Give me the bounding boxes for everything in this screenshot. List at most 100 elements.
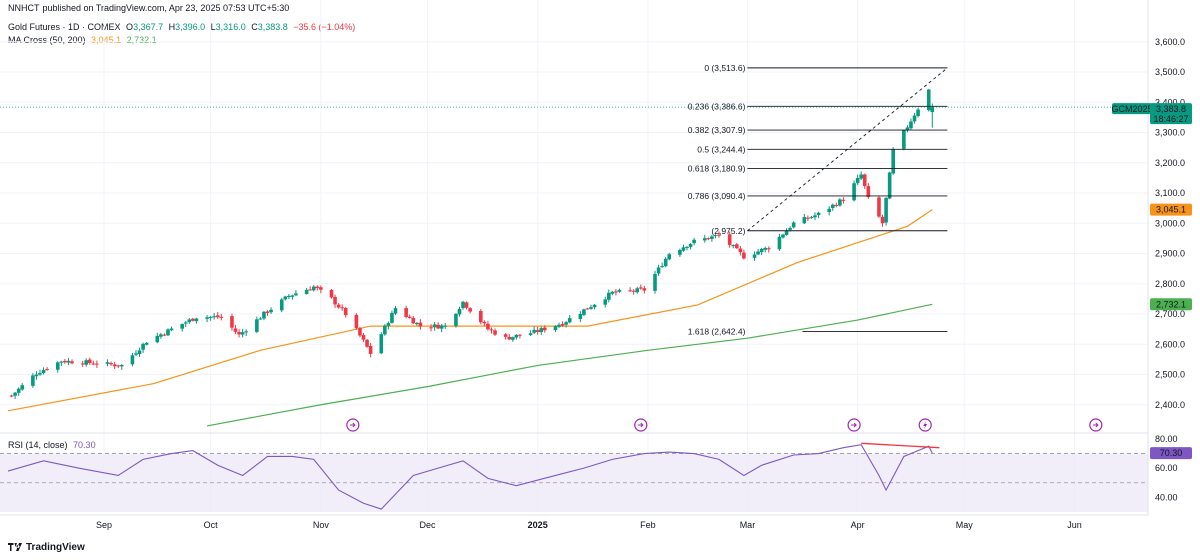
arrow-right-circle-icon[interactable]	[847, 418, 861, 432]
rsi-tick-label: 40.00	[1155, 492, 1178, 502]
rsi-tag-bg	[1150, 447, 1192, 460]
candle-down	[354, 314, 359, 329]
candle-up	[415, 322, 419, 325]
candle-up	[66, 360, 71, 363]
candle-up	[589, 307, 593, 309]
last-price-tag-bg	[1150, 103, 1192, 125]
candle-up	[262, 311, 266, 319]
fib-level-label: 0.786 (3,090.4)	[688, 191, 746, 201]
y-tick-label: 3,000.0	[1155, 218, 1185, 228]
ma200-tag: 2,732.1	[1150, 298, 1192, 311]
candle-down	[585, 308, 590, 310]
candle-up	[454, 313, 458, 327]
candle-down	[628, 290, 632, 292]
ohlc-legend[interactable]: Gold Futures · 1D · COMEX O3,367.7 H3,39…	[8, 22, 358, 32]
candle-down	[70, 361, 74, 364]
candle-down	[614, 291, 618, 293]
ma-legend[interactable]: MA Cross (50, 200) 3,045.1 2,732.1	[8, 35, 160, 45]
candle-up	[180, 324, 184, 329]
candle-up	[905, 127, 910, 131]
lightning-icon[interactable]	[918, 418, 932, 432]
arrow-right-circle-icon[interactable]	[346, 418, 360, 432]
ma50-tag-bg	[1150, 203, 1192, 216]
candle-up	[290, 295, 295, 297]
publisher-name: NNHCT	[8, 3, 40, 13]
candle-up	[610, 291, 615, 294]
candle-up	[813, 215, 817, 218]
candle-down	[365, 339, 369, 347]
candle-down	[368, 345, 373, 354]
candle-down	[560, 323, 565, 326]
candle-down	[631, 290, 636, 292]
last-price-tag-text: 18:46:27	[1153, 114, 1188, 124]
candle-up	[294, 293, 298, 296]
candle-up	[802, 217, 807, 224]
candle-up	[784, 230, 789, 236]
candle-down	[841, 199, 846, 201]
candle-down	[9, 395, 14, 397]
candle-down	[727, 234, 732, 245]
candle-down	[766, 248, 771, 250]
grid	[0, 0, 1148, 512]
x-tick-label: Dec	[419, 520, 436, 530]
candle-down	[503, 334, 508, 337]
y-tick-label: 2,600.0	[1155, 339, 1185, 349]
x-tick-label: Jun	[1067, 520, 1082, 530]
low-value: 3,316.0	[215, 22, 246, 32]
candle-up	[791, 222, 796, 228]
arrow-right-circle-icon[interactable]	[1089, 418, 1103, 432]
ma200-line	[206, 303, 933, 427]
rsi-band	[0, 453, 1148, 512]
candle-down	[866, 186, 871, 197]
event-markers[interactable]	[346, 418, 1103, 432]
arrow-glyph	[851, 422, 857, 428]
candle-up	[926, 89, 931, 111]
candle-down	[436, 324, 440, 329]
candle-up	[379, 334, 384, 354]
candle-up	[443, 325, 448, 327]
candle-up	[592, 304, 597, 308]
x-tick-label: Sep	[96, 520, 112, 530]
candle-up	[511, 337, 515, 340]
candle-up	[283, 296, 288, 300]
candle-down	[95, 363, 99, 365]
change-value: −35.6 (−1.04%)	[293, 22, 356, 32]
candle-up	[763, 247, 768, 250]
candle-up	[279, 299, 284, 311]
x-tick-label: 2025	[528, 520, 548, 530]
ma-title: MA Cross (50, 200)	[8, 35, 86, 45]
y-tick-label: 2,400.0	[1155, 400, 1185, 410]
high-value: 3,396.0	[175, 22, 206, 32]
candle-up	[656, 267, 661, 274]
tradingview-footer[interactable]: TradingView	[8, 542, 85, 553]
fib-level-label: (2,975.2)	[711, 226, 745, 236]
candle-up	[41, 369, 46, 374]
candle-down	[343, 308, 348, 316]
candle-up	[557, 324, 561, 327]
candle-down	[230, 316, 234, 328]
rsi-line	[7, 442, 940, 510]
x-tick-label: Feb	[640, 520, 656, 530]
candle-down	[638, 287, 643, 289]
candle-up	[653, 273, 657, 291]
fibonacci-levels[interactable]: 0 (3,513.6) 0.236 (3,386.6) 0.382 (3,307.9…	[0, 63, 1148, 337]
candle-up	[678, 250, 682, 255]
candle-up	[809, 217, 814, 219]
candle-down	[91, 363, 96, 365]
y-tick-label: 3,500.0	[1155, 67, 1185, 77]
candle-up	[55, 362, 60, 370]
candle-up	[731, 245, 736, 247]
candle-up	[134, 353, 138, 355]
candle-down	[464, 302, 469, 308]
rsi-legend[interactable]: RSI (14, close) 70.30	[8, 440, 99, 450]
candle-down	[308, 289, 312, 291]
candle-down	[219, 316, 224, 318]
x-tick-label: Oct	[204, 520, 219, 530]
x-tick-label: Apr	[851, 520, 865, 530]
candle-up	[688, 243, 693, 247]
symbol-tag: GCM2025	[1111, 103, 1153, 115]
arrow-right-circle-icon[interactable]	[634, 418, 648, 432]
candle-down	[489, 329, 494, 331]
candle-up	[713, 235, 718, 237]
